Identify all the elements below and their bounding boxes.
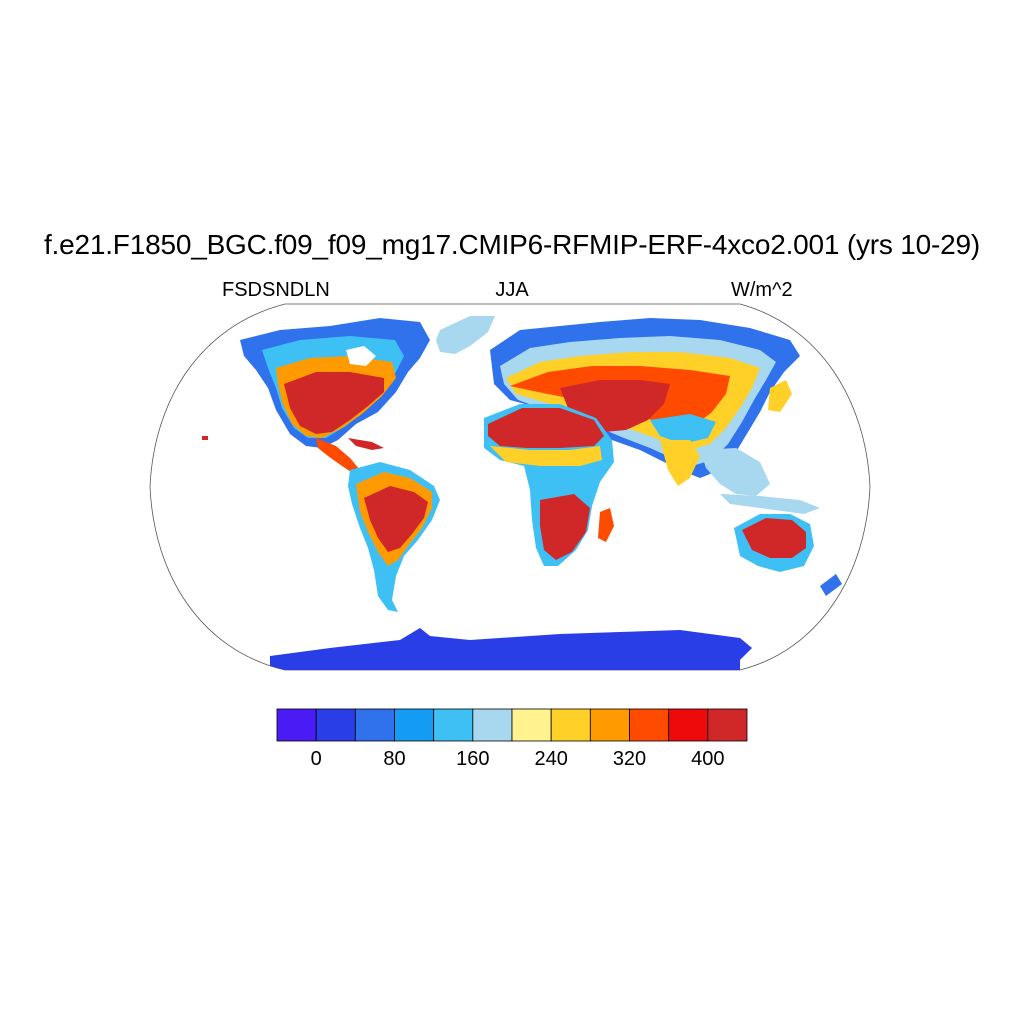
madagascar <box>598 508 614 542</box>
colorbar-swatch <box>668 708 709 742</box>
colorbar-tick-label: 240 <box>534 748 568 770</box>
africa-hot-south <box>540 494 590 560</box>
japan <box>768 380 792 412</box>
colorbar-swatch <box>629 708 670 742</box>
antarctica <box>270 628 752 670</box>
colorbar-tick-label: 0 <box>310 748 322 770</box>
south-america-hot <box>364 486 428 552</box>
new-zealand <box>820 574 842 596</box>
colorbar-swatch <box>511 708 552 742</box>
colorbar-tick-label: 320 <box>612 748 647 770</box>
australia-hot <box>742 518 806 558</box>
tibet-plateau <box>650 414 716 444</box>
colorbar-swatch <box>354 708 395 742</box>
units-label: W/m^2 <box>731 279 793 301</box>
colorbar-tick-label: 160 <box>456 748 490 770</box>
colorbar-swatch <box>550 708 591 742</box>
central-america <box>316 438 360 474</box>
africa-hot-north <box>488 408 604 448</box>
colorbar-tick-label: 80 <box>383 748 406 770</box>
hawaii <box>202 436 208 440</box>
colorbar-swatch <box>589 708 630 742</box>
season-label: JJA <box>495 279 529 301</box>
north-america-hot <box>284 372 384 434</box>
greenland <box>436 316 495 354</box>
map-title: f.e21.F1850_BGC.f09_f09_mg17.CMIP6-RFMIP… <box>43 229 981 260</box>
colorbar <box>276 708 748 742</box>
variable-label: FSDSNDLN <box>222 279 330 301</box>
southeast-asia <box>700 448 770 496</box>
caribbean-islands <box>348 438 384 450</box>
africa-warm-band <box>490 446 602 466</box>
colorbar-swatch <box>394 708 435 742</box>
india <box>660 440 700 486</box>
colorbar-swatch <box>315 708 356 742</box>
colorbar-swatch <box>472 708 513 742</box>
landmasses <box>202 316 842 670</box>
indonesia <box>720 494 820 514</box>
colorbar-swatch <box>707 708 748 742</box>
colorbar-swatch <box>433 708 474 742</box>
colorbar-tick-label: 400 <box>691 748 725 770</box>
colorbar-swatch <box>276 708 317 742</box>
hudson-bay <box>346 346 376 366</box>
